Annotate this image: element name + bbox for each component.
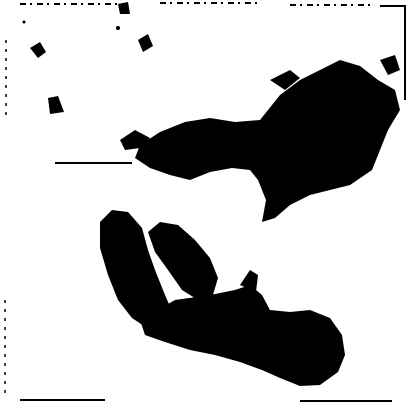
body-detail [240,270,258,292]
right-lobe [148,222,218,300]
top-edge [20,2,375,6]
subject [100,210,345,386]
frame-edges [4,2,406,402]
speck [48,96,64,114]
foliage-patch [270,70,300,90]
bottom-edge [20,399,392,402]
foliage [120,55,400,222]
right-edge [380,5,406,100]
specks [22,2,153,114]
speck [138,34,153,52]
left-edge [4,40,7,395]
body [140,285,345,386]
speck [22,20,26,24]
left-lobe [100,210,175,332]
foliage-mass [135,60,400,222]
foliage-patch [120,130,150,150]
foliage-patch [380,55,400,75]
speck [118,2,130,14]
speck [30,42,46,58]
speck [116,26,120,30]
